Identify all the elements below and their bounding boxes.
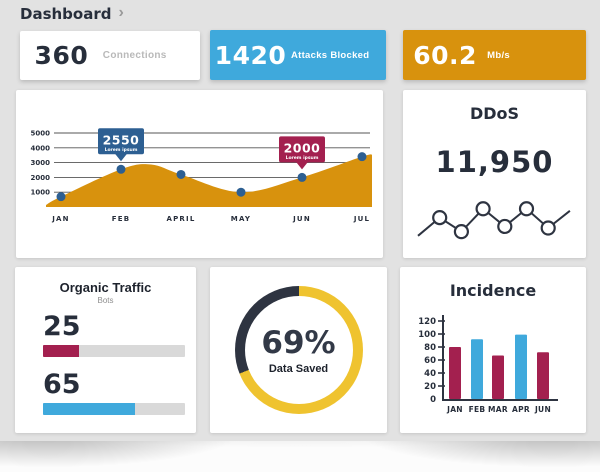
progress-fill-2	[43, 403, 136, 415]
y-tick-label: 5000	[31, 130, 51, 138]
month-label: APRIL	[166, 215, 195, 223]
data-point	[176, 169, 186, 179]
y-tick-label: 0	[430, 395, 436, 405]
data-saved-donut-chart: 69% Data Saved	[234, 286, 363, 414]
bar	[449, 347, 461, 399]
open-marker	[496, 218, 512, 235]
bar	[515, 334, 527, 399]
ddos-sparkline-chart	[416, 201, 571, 240]
bandwidth-label: Mb/s	[487, 49, 511, 61]
open-marker	[453, 224, 469, 240]
y-tick-label: 80	[424, 343, 436, 353]
data-point	[236, 187, 246, 197]
y-tick-label: 3000	[31, 159, 51, 167]
data-point	[56, 192, 66, 202]
month-label: FEB	[112, 215, 131, 223]
data-saved-panel: 69% Data Saved	[210, 267, 387, 433]
progress-track-1	[43, 345, 185, 357]
attacks-value: 1420	[214, 40, 287, 70]
organic-traffic-panel: Organic Traffic Bots 25 65	[15, 267, 196, 433]
open-marker	[518, 201, 534, 217]
x-category-label: JAN	[446, 405, 463, 414]
progress-track-2	[43, 403, 185, 415]
data-point	[116, 164, 126, 174]
stat-card-connections: 360 Connections	[20, 31, 200, 80]
organic-traffic-subtitle: Bots	[97, 296, 114, 305]
y-tick-label: 1000	[31, 189, 51, 197]
y-tick-label: 4000	[31, 144, 51, 152]
page-curl-shadow	[0, 441, 600, 472]
bandwidth-value: 60.2	[413, 40, 477, 70]
month-label: MAY	[231, 215, 251, 223]
y-tick-label: 40	[424, 369, 436, 379]
y-tick-label: 100	[418, 330, 436, 340]
connections-value: 360	[34, 41, 89, 70]
x-category-label: APR	[512, 405, 530, 414]
month-label: JAN	[51, 215, 69, 223]
data-saved-percent: 69%	[261, 325, 336, 361]
open-marker	[474, 201, 491, 217]
open-marker	[540, 220, 556, 236]
incidence-panel: Incidence 0 20 40 60 80 100 120 JAN FEB MAR APR JUN	[400, 267, 586, 433]
y-tick-label: 120	[418, 317, 436, 327]
bar	[537, 352, 549, 399]
x-category-label: JUN	[534, 405, 551, 414]
stat-card-bandwidth: 60.2 Mb/s	[403, 30, 586, 80]
month-label: JUN	[292, 215, 311, 223]
open-marker	[431, 210, 447, 226]
tooltip-box	[98, 128, 144, 155]
incidence-bar-chart: 0 20 40 60 80 100 120 JAN FEB MAR APR JUN	[418, 315, 558, 414]
tooltip-box	[279, 136, 325, 163]
area-shape	[46, 154, 372, 207]
stat-card-attacks-blocked: 1420 Attacks Blocked	[210, 30, 386, 80]
ddos-title: DDoS	[469, 104, 520, 123]
ddos-panel: DDoS 11,950	[403, 90, 586, 258]
bar	[492, 355, 504, 399]
y-tick-label: 20	[424, 382, 436, 392]
page-edge	[0, 441, 600, 472]
breadcrumb[interactable]: Dashboard ›	[20, 4, 124, 24]
tooltip-arrow	[296, 161, 308, 170]
tooltip-arrow	[115, 153, 127, 162]
tooltip-value: 2000	[284, 140, 321, 155]
tooltip-subtext: Lorem ipsum	[286, 155, 319, 161]
page-title[interactable]: Dashboard	[20, 5, 112, 23]
y-tick-label: 60	[424, 356, 436, 366]
data-point	[297, 172, 307, 182]
data-saved-label: Data Saved	[268, 363, 329, 375]
donut-center: 69% Data Saved	[244, 296, 353, 404]
tooltip-value: 2550	[103, 132, 140, 147]
attacks-label: Attacks Blocked	[290, 49, 370, 61]
ddos-value: 11,950	[435, 145, 554, 179]
connections-label: Connections	[102, 50, 167, 61]
y-tick-label: 2000	[31, 174, 51, 182]
traffic-area-panel: 1000 2000 3000 4000 5000 2550 Lorem ipsum 2000 L…	[16, 90, 383, 258]
progress-fill-1	[43, 345, 79, 357]
x-category-label: FEB	[469, 405, 486, 414]
data-point	[357, 152, 367, 162]
x-category-label: MAR	[488, 405, 508, 414]
tooltip-subtext: Lorem ipsum	[105, 147, 138, 153]
bots-value-1: 25	[43, 311, 81, 342]
dashboard-background: Dashboard › 360 Connections 1420 Attacks…	[0, 0, 600, 441]
bots-value-2: 65	[43, 369, 81, 400]
chevron-right-icon: ›	[118, 4, 124, 21]
month-label: JUL	[353, 215, 370, 223]
bar	[471, 339, 483, 399]
organic-traffic-title: Organic Traffic	[59, 280, 152, 295]
incidence-title: Incidence	[449, 281, 537, 300]
